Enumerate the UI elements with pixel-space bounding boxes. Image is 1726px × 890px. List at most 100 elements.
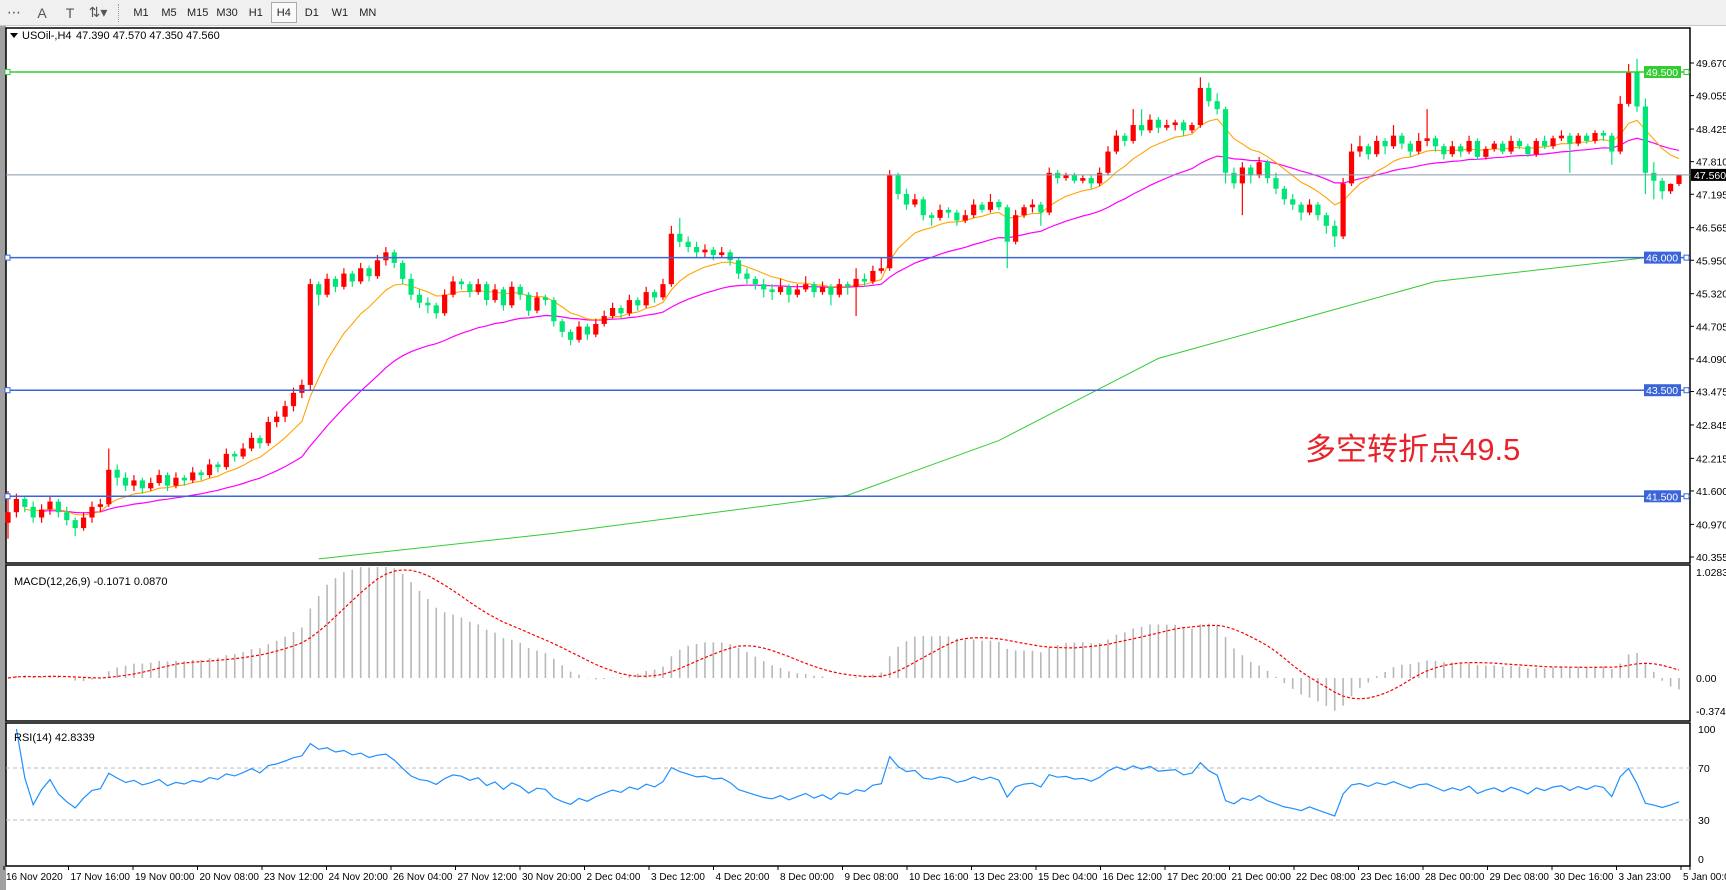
candle[interactable] [517, 284, 523, 301]
candle[interactable] [416, 289, 423, 309]
candle[interactable] [1558, 130, 1565, 141]
candle[interactable] [584, 323, 590, 340]
candle[interactable] [173, 472, 179, 489]
candle[interactable] [895, 172, 901, 200]
candle[interactable] [618, 305, 624, 319]
candle[interactable] [609, 302, 616, 319]
candle[interactable] [1189, 122, 1195, 134]
candle[interactable] [761, 278, 767, 298]
rsi-panel[interactable]: 100 70 30 0 [5, 722, 1716, 867]
candle[interactable] [861, 273, 868, 287]
candle[interactable] [139, 477, 145, 494]
candle[interactable] [240, 443, 246, 460]
candle[interactable] [1122, 133, 1128, 147]
candle[interactable] [316, 281, 322, 306]
price-panel[interactable]: 49.670 49.055 48.425 47.810 47.195 46.565 45.9… [4, 27, 1726, 564]
candle[interactable] [223, 448, 229, 470]
text-label-icon[interactable]: T [65, 4, 75, 21]
candle[interactable] [1315, 201, 1321, 221]
candle[interactable] [1609, 133, 1615, 165]
candle[interactable] [324, 273, 330, 298]
candle[interactable] [643, 286, 649, 309]
candle[interactable] [215, 461, 221, 473]
candle[interactable] [1659, 178, 1665, 200]
line-handle-left[interactable] [4, 254, 11, 261]
candle[interactable] [1516, 138, 1523, 149]
candle[interactable] [1105, 146, 1111, 176]
timeframe-m1[interactable]: M1 [133, 6, 149, 19]
candle[interactable] [744, 268, 750, 285]
text-icon[interactable]: A [37, 4, 47, 21]
candle[interactable] [1525, 143, 1531, 157]
candle[interactable] [668, 225, 674, 287]
candle[interactable] [1046, 167, 1052, 216]
candle[interactable] [1474, 138, 1481, 160]
candle[interactable] [819, 281, 826, 295]
candle[interactable] [257, 435, 263, 449]
candle[interactable] [1600, 130, 1607, 141]
candle[interactable] [1155, 117, 1161, 134]
candle[interactable] [38, 504, 45, 523]
candle[interactable] [635, 297, 641, 311]
candle[interactable] [1298, 201, 1304, 221]
candle[interactable] [290, 387, 297, 412]
candle[interactable] [1306, 199, 1313, 216]
candle[interactable] [677, 217, 683, 248]
candle[interactable] [47, 496, 53, 515]
candle[interactable] [1676, 174, 1682, 187]
line-handle-right[interactable] [1683, 254, 1690, 261]
candle[interactable] [903, 188, 910, 210]
candle[interactable] [433, 302, 439, 319]
timeframe-d1[interactable]: D1 [304, 6, 319, 19]
candle[interactable] [1080, 175, 1086, 184]
candle[interactable] [1231, 167, 1237, 189]
candle[interactable] [148, 477, 154, 491]
candle[interactable] [1323, 212, 1329, 234]
candle[interactable] [1130, 109, 1136, 144]
arrows-icon[interactable]: ⇅▾ [88, 4, 108, 20]
candle[interactable] [442, 289, 448, 316]
candle[interactable] [1592, 130, 1598, 144]
candle[interactable] [122, 472, 129, 491]
line-handle-right[interactable] [1683, 69, 1690, 76]
candle[interactable] [777, 278, 784, 295]
line-handle-left[interactable] [4, 387, 11, 394]
candle[interactable] [945, 207, 952, 218]
timeframe-m30[interactable]: M30 [216, 6, 238, 19]
candle[interactable] [248, 432, 255, 452]
candle[interactable] [1281, 186, 1287, 205]
candle[interactable] [450, 276, 456, 298]
candle[interactable] [13, 493, 19, 518]
candle[interactable] [366, 265, 372, 282]
candle[interactable] [408, 273, 414, 301]
candle[interactable] [164, 472, 171, 491]
line-handle-right[interactable] [1683, 493, 1690, 500]
candle[interactable] [828, 284, 834, 306]
line-handle-left[interactable] [4, 69, 11, 76]
line-handle-right[interactable] [1683, 387, 1690, 394]
timeframe-m15[interactable]: M15 [187, 6, 209, 19]
candle[interactable] [131, 475, 137, 491]
candle[interactable] [1642, 98, 1649, 194]
candle[interactable] [1021, 204, 1027, 218]
candle[interactable] [1038, 201, 1044, 226]
candle[interactable] [265, 416, 271, 446]
candle[interactable] [534, 292, 540, 314]
timeframe-mn[interactable]: MN [359, 6, 377, 19]
candle[interactable] [1424, 109, 1430, 147]
candle[interactable] [803, 276, 809, 293]
candle[interactable] [1416, 133, 1422, 155]
candle[interactable] [853, 268, 859, 316]
candle[interactable] [72, 517, 78, 537]
candle[interactable] [106, 448, 112, 507]
timeframe-m5[interactable]: M5 [161, 6, 177, 19]
candle[interactable] [1340, 178, 1346, 240]
candle[interactable] [1348, 143, 1355, 187]
dropdown-triangle-icon[interactable] [10, 33, 18, 38]
candle[interactable] [198, 469, 204, 481]
candle[interactable] [979, 201, 985, 213]
toolbar-grip[interactable] [118, 3, 122, 22]
candle[interactable] [929, 212, 935, 226]
candle[interactable] [542, 294, 549, 306]
candle[interactable] [492, 284, 498, 303]
